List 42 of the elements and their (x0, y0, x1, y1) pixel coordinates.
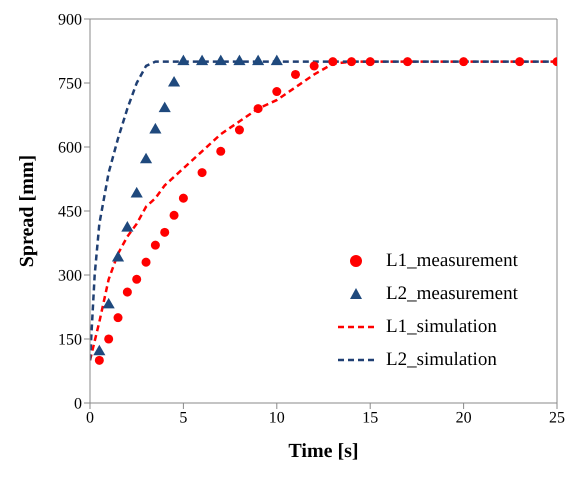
point (150, 240, 160, 250)
point (104, 334, 114, 344)
y-axis-title: Spread [mm] (16, 154, 38, 268)
point (403, 57, 412, 66)
point (122, 288, 132, 297)
x-tick-label: 10 (268, 409, 285, 426)
y-tick-label: 750 (58, 76, 82, 93)
point (132, 274, 142, 284)
point (142, 258, 151, 267)
point (114, 313, 123, 322)
point (310, 61, 319, 70)
x-tick-label: 15 (362, 409, 378, 426)
legend-label: L2_measurement (386, 282, 518, 306)
point (170, 210, 179, 220)
point (515, 57, 524, 66)
point (347, 57, 356, 66)
y-tick-label: 0 (74, 396, 82, 413)
point (366, 57, 375, 66)
legend-label: L1_measurement (386, 249, 518, 273)
legend-label: L2_simulation (386, 348, 497, 372)
point (216, 146, 226, 156)
x-tick-label: 25 (549, 409, 565, 426)
y-tick-label: 450 (58, 204, 82, 221)
y-tick-label: 150 (58, 332, 82, 349)
x-tick-label: 0 (86, 409, 94, 426)
point (272, 87, 282, 96)
point (459, 57, 468, 66)
point (160, 228, 170, 237)
x-tick-label: 20 (456, 409, 472, 426)
x-axis-title: Time [s] (288, 440, 359, 462)
point (328, 57, 338, 66)
point (234, 125, 244, 134)
y-tick-label: 600 (58, 140, 82, 157)
x-tick-label: 5 (179, 409, 188, 426)
legend-label: L1_simulation (386, 315, 497, 339)
point (198, 168, 207, 178)
y-tick-label: 300 (58, 268, 82, 285)
point (254, 104, 263, 114)
point (94, 356, 104, 365)
point (290, 70, 300, 79)
y-tick-label: 900 (58, 12, 82, 29)
point (178, 194, 188, 203)
